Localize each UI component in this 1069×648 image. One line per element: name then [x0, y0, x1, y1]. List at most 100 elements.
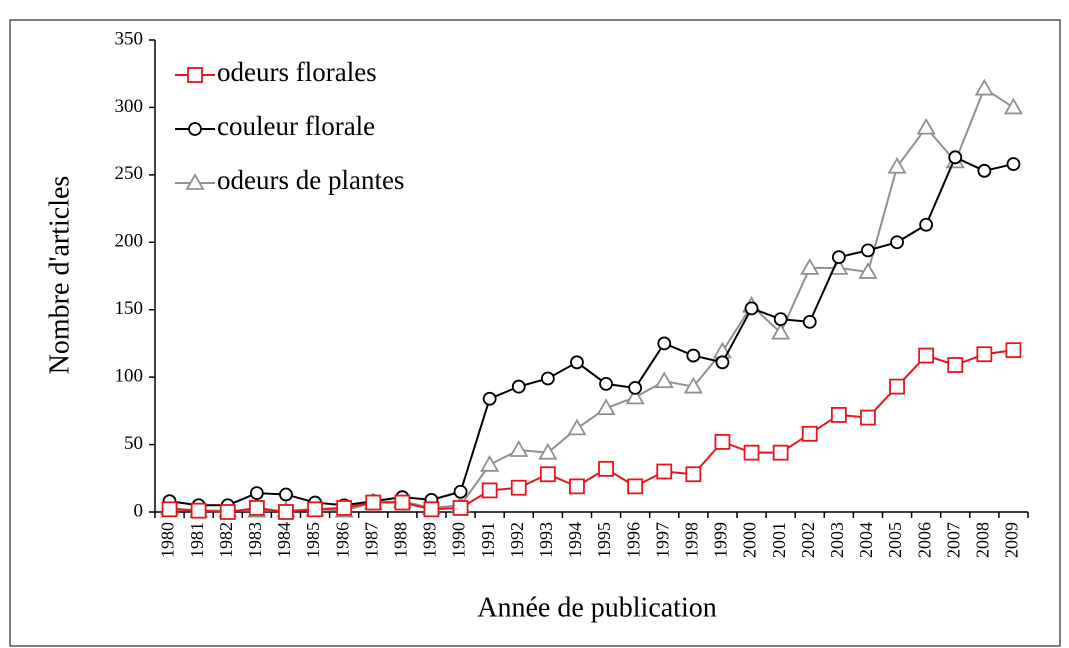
x-tick-label: 1995: [594, 522, 614, 558]
marker: [743, 444, 760, 461]
legend-label: odeurs florales: [217, 57, 377, 87]
marker: [773, 312, 788, 327]
x-tick-label: 1990: [449, 522, 469, 558]
x-tick-label: 1999: [711, 522, 731, 558]
marker: [1003, 97, 1024, 115]
marker: [861, 243, 875, 258]
marker: [656, 463, 673, 480]
series-line: [169, 87, 1014, 512]
legend-marker: [185, 173, 205, 190]
legend-label: odeurs de plantes: [217, 165, 404, 195]
marker: [948, 150, 963, 165]
x-tick-label: 1992: [507, 522, 527, 558]
marker: [596, 398, 616, 416]
legend-marker: [188, 122, 202, 136]
legend-label: couleur florale: [217, 111, 375, 141]
x-tick-label: 2005: [885, 522, 905, 558]
x-tick-label: 1981: [187, 522, 207, 558]
marker: [598, 460, 614, 477]
x-tick-label: 1984: [274, 522, 294, 558]
marker: [918, 347, 935, 364]
marker: [511, 379, 526, 394]
marker: [830, 407, 847, 423]
x-tick-label: 1991: [478, 522, 498, 558]
marker: [625, 387, 645, 405]
x-tick-label: 2002: [798, 522, 818, 558]
marker: [394, 494, 411, 511]
y-tick-label: 200: [115, 231, 144, 252]
marker: [452, 500, 469, 516]
x-tick-label: 1989: [420, 522, 440, 558]
marker: [772, 444, 789, 461]
marker: [628, 381, 643, 395]
marker: [569, 478, 585, 495]
x-tick-label: 1982: [216, 522, 236, 558]
marker: [683, 376, 703, 394]
legend-marker: [187, 67, 203, 83]
x-tick-label: 1988: [390, 522, 410, 558]
x-tick-label: 2009: [1002, 522, 1022, 558]
x-tick-label: 1998: [681, 522, 701, 558]
x-tick-label: 1983: [245, 522, 265, 558]
x-tick-label: 1993: [536, 522, 556, 558]
marker: [715, 355, 730, 370]
marker: [190, 502, 207, 519]
marker: [1006, 157, 1021, 171]
x-tick-label: 1996: [623, 522, 643, 558]
marker: [278, 504, 294, 520]
x-tick-label: 2003: [827, 522, 847, 558]
marker: [714, 433, 731, 450]
x-tick-label: 1986: [332, 522, 352, 558]
marker: [307, 501, 323, 518]
y-tick-label: 300: [115, 96, 144, 117]
marker: [567, 418, 587, 436]
marker: [771, 322, 791, 340]
y-axis-title: Nombre d'articles: [44, 176, 75, 375]
marker: [801, 425, 818, 442]
marker: [248, 500, 265, 516]
x-tick-label: 1997: [652, 522, 672, 558]
y-tick-label: 350: [115, 28, 144, 49]
series-line: [169, 349, 1014, 514]
y-tick-label: 0: [134, 500, 144, 521]
marker: [599, 376, 613, 391]
marker: [802, 314, 817, 329]
x-axis-title: Année de publication: [477, 592, 716, 623]
marker: [509, 440, 529, 457]
x-tick-label: 1980: [158, 522, 178, 558]
marker: [540, 371, 555, 386]
marker: [627, 478, 644, 495]
marker: [336, 500, 353, 516]
marker: [1005, 342, 1022, 359]
marker: [919, 217, 934, 232]
x-tick-label: 2008: [972, 522, 992, 558]
marker: [657, 336, 672, 351]
marker: [977, 163, 992, 178]
x-tick-label: 2000: [740, 522, 760, 558]
marker: [423, 501, 440, 518]
marker: [654, 371, 674, 389]
marker: [800, 258, 820, 275]
marker: [481, 482, 498, 499]
x-tick-label: 2001: [769, 522, 789, 558]
marker: [686, 348, 701, 363]
marker: [744, 301, 759, 316]
marker: [887, 156, 907, 174]
x-tick-label: 1987: [361, 522, 381, 558]
x-tick-label: 2007: [943, 522, 963, 558]
marker: [947, 357, 964, 373]
marker: [974, 78, 994, 96]
y-tick-label: 250: [115, 163, 144, 184]
marker: [831, 250, 846, 265]
marker: [858, 262, 878, 279]
marker: [279, 487, 293, 502]
chart-border: [9, 19, 1061, 647]
y-tick-label: 100: [115, 366, 144, 387]
x-tick-label: 2004: [856, 522, 876, 558]
marker: [860, 409, 876, 426]
marker: [365, 494, 382, 511]
marker: [482, 391, 497, 406]
marker: [538, 442, 558, 460]
marker: [219, 504, 236, 520]
